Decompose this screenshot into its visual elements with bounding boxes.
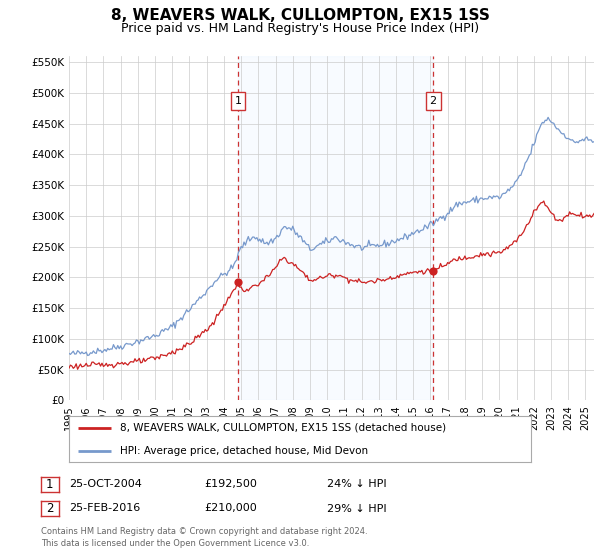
Text: 1: 1 [46, 478, 53, 491]
Text: This data is licensed under the Open Government Licence v3.0.: This data is licensed under the Open Gov… [41, 539, 309, 548]
Text: 8, WEAVERS WALK, CULLOMPTON, EX15 1SS (detached house): 8, WEAVERS WALK, CULLOMPTON, EX15 1SS (d… [120, 423, 446, 432]
Point [233, 278, 243, 287]
Text: 2: 2 [430, 96, 437, 106]
Text: 24% ↓ HPI: 24% ↓ HPI [327, 479, 386, 489]
Text: 1: 1 [235, 96, 242, 106]
Text: 25-FEB-2016: 25-FEB-2016 [69, 503, 140, 514]
Text: £192,500: £192,500 [204, 479, 257, 489]
Bar [238, 56, 433, 400]
Text: Price paid vs. HM Land Registry's House Price Index (HPI): Price paid vs. HM Land Registry's House … [121, 22, 479, 35]
Text: 25-OCT-2004: 25-OCT-2004 [69, 479, 142, 489]
Text: Contains HM Land Registry data © Crown copyright and database right 2024.: Contains HM Land Registry data © Crown c… [41, 528, 367, 536]
Text: 29% ↓ HPI: 29% ↓ HPI [327, 503, 386, 514]
Point [428, 267, 438, 276]
Text: 8, WEAVERS WALK, CULLOMPTON, EX15 1SS: 8, WEAVERS WALK, CULLOMPTON, EX15 1SS [110, 8, 490, 24]
Text: 2: 2 [46, 502, 53, 515]
Text: £210,000: £210,000 [204, 503, 257, 514]
Text: HPI: Average price, detached house, Mid Devon: HPI: Average price, detached house, Mid … [120, 446, 368, 455]
